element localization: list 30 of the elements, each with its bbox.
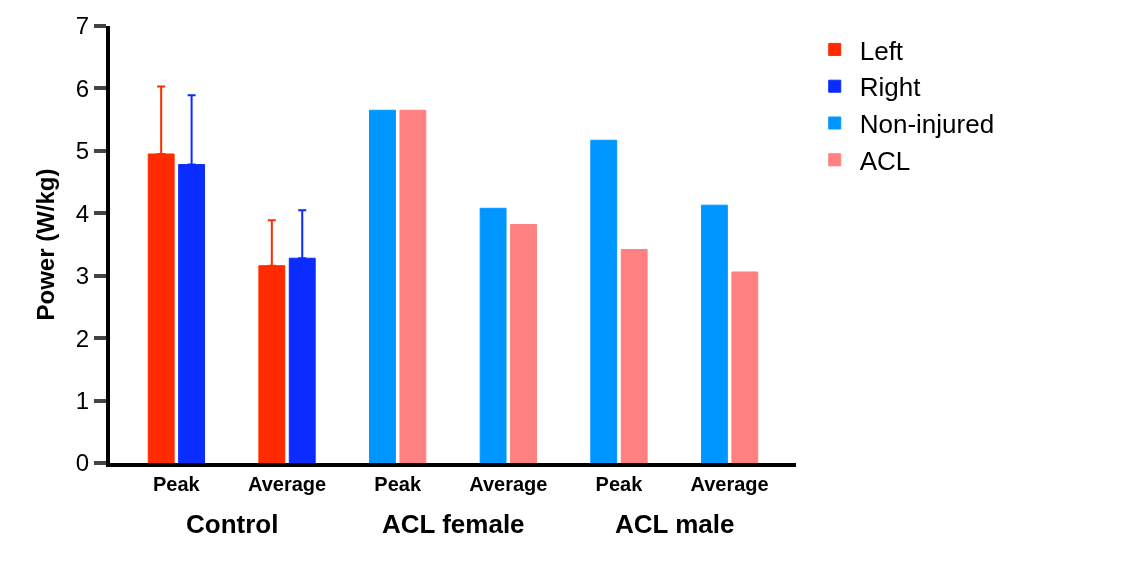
y-tick-label: 6 bbox=[75, 74, 90, 102]
x-tick-label: Average bbox=[247, 473, 327, 495]
y-axis-title: Power (W/kg) bbox=[32, 168, 60, 321]
x-tick-label: Peak bbox=[153, 473, 201, 495]
y-tick-label: 1 bbox=[75, 386, 90, 414]
bar bbox=[369, 109, 396, 463]
text: Control bbox=[186, 509, 279, 539]
x-tick-label: Average bbox=[690, 473, 769, 495]
text: ACL female bbox=[382, 509, 525, 539]
x-tick-label: Peak bbox=[374, 473, 422, 495]
y-tick-label: 0 bbox=[75, 449, 90, 477]
x-tick-label: Average bbox=[469, 473, 548, 495]
bar bbox=[479, 207, 507, 463]
bar bbox=[399, 109, 427, 463]
bar bbox=[590, 139, 618, 463]
bar bbox=[731, 271, 759, 463]
bar bbox=[700, 204, 728, 463]
bar bbox=[510, 224, 537, 463]
legend-label: Right bbox=[859, 72, 922, 103]
legend-label: Left bbox=[859, 35, 904, 66]
legend-label: ACL bbox=[859, 145, 911, 176]
y-tick-label: 2 bbox=[75, 324, 90, 352]
y-tick-label: 7 bbox=[75, 12, 90, 40]
y-tick-label: 3 bbox=[75, 262, 90, 290]
x-tick-label: Peak bbox=[595, 473, 644, 495]
legend-label: Non-injured bbox=[859, 109, 995, 140]
text: ACL male bbox=[615, 509, 735, 539]
y-tick-label: 5 bbox=[75, 137, 90, 165]
y-tick-label: 4 bbox=[75, 199, 90, 227]
bar bbox=[620, 248, 648, 463]
